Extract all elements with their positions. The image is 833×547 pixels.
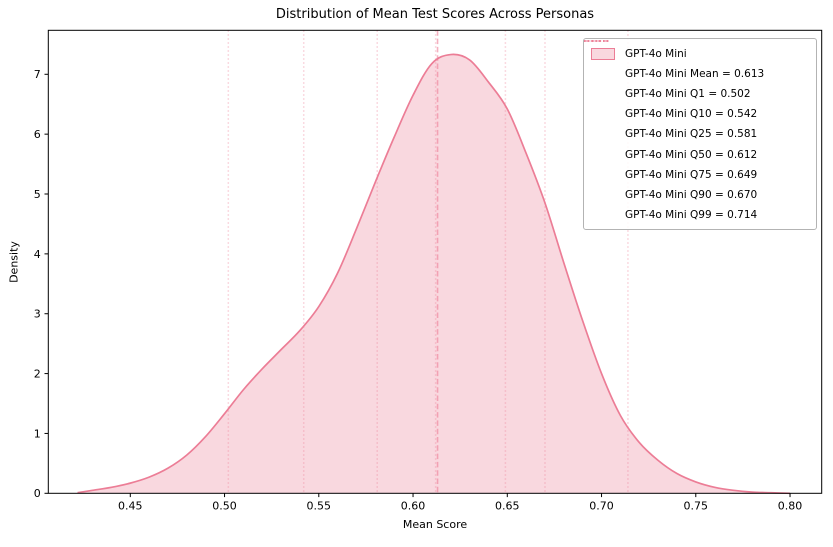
y-axis-tick-label: 3 bbox=[34, 308, 41, 321]
legend-item-2: GPT-4o Mini Q1 = 0.502 bbox=[584, 40, 812, 101]
y-axis-tick-label: 6 bbox=[34, 128, 41, 141]
density-fill bbox=[77, 54, 791, 494]
y-axis-tick-label: 4 bbox=[34, 248, 41, 261]
y-axis-tick-label: 7 bbox=[34, 68, 41, 81]
legend-item-5: GPT-4o Mini Q50 = 0.612 bbox=[584, 40, 812, 161]
x-axis-tick-label: 0.65 bbox=[495, 499, 520, 512]
legend-item-0: GPT-4o Mini bbox=[591, 47, 812, 60]
legend: GPT-4o Mini GPT-4o Mini Mean = 0.613 GPT-4… bbox=[583, 38, 817, 230]
y-axis-tick-label: 1 bbox=[34, 427, 41, 440]
x-axis-tick-label: 0.50 bbox=[212, 499, 237, 512]
legend-item-1: GPT-4o Mini Mean = 0.613 bbox=[584, 40, 812, 81]
legend-patch-swatch bbox=[591, 47, 617, 60]
legend-label: GPT-4o Mini Q10 = 0.542 bbox=[625, 108, 758, 121]
y-axis-tick-label: 2 bbox=[34, 367, 41, 380]
legend-label: GPT-4o Mini Q1 = 0.502 bbox=[625, 88, 751, 101]
legend-item-6: GPT-4o Mini Q75 = 0.649 bbox=[584, 40, 812, 181]
y-axis-tick-label: 0 bbox=[34, 487, 41, 500]
legend-item-4: GPT-4o Mini Q25 = 0.581 bbox=[584, 40, 812, 141]
legend-label: GPT-4o Mini Mean = 0.613 bbox=[625, 68, 765, 81]
legend-item-3: GPT-4o Mini Q10 = 0.542 bbox=[584, 40, 812, 121]
axes-spines bbox=[47, 29, 823, 494]
x-axis-tick-label: 0.60 bbox=[401, 499, 426, 512]
legend-item-8: GPT-4o Mini Q99 = 0.714 bbox=[584, 40, 812, 221]
series-patch bbox=[591, 47, 615, 60]
y-axis-tick-label: 5 bbox=[34, 188, 41, 201]
y-axis-label: Density bbox=[7, 241, 21, 283]
legend-item-7: GPT-4o Mini Q90 = 0.670 bbox=[584, 40, 812, 201]
x-axis-tick-label: 0.45 bbox=[118, 499, 143, 512]
legend-label: GPT-4o Mini Q50 = 0.612 bbox=[625, 148, 758, 161]
x-axis-tick-label: 0.80 bbox=[778, 499, 803, 512]
legend-label: GPT-4o Mini Q99 = 0.714 bbox=[625, 208, 758, 221]
legend-label: GPT-4o Mini Q90 = 0.670 bbox=[625, 188, 758, 201]
x-axis-label: Mean Score bbox=[402, 518, 468, 531]
density-curve bbox=[77, 53, 791, 495]
legend-label: GPT-4o Mini Q25 = 0.581 bbox=[625, 128, 758, 141]
legend-label: GPT-4o Mini bbox=[625, 47, 687, 60]
x-axis-tick-label: 0.55 bbox=[307, 499, 332, 512]
x-axis-tick-label: 0.70 bbox=[589, 499, 614, 512]
chart-title: Distribution of Mean Test Scores Across … bbox=[275, 7, 595, 22]
x-axis-tick-label: 0.75 bbox=[684, 499, 709, 512]
legend-label: GPT-4o Mini Q75 = 0.649 bbox=[625, 168, 758, 181]
